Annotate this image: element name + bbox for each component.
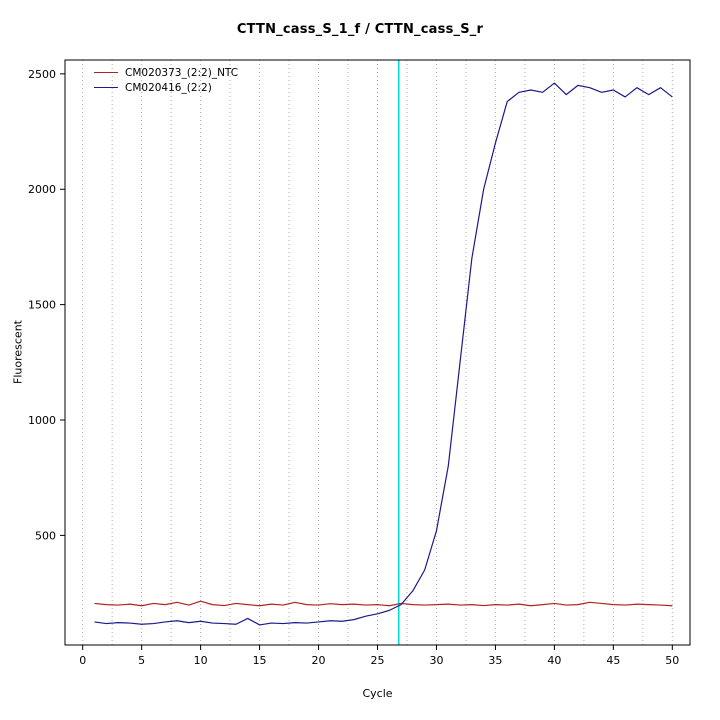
svg-text:2500: 2500 xyxy=(28,68,56,81)
svg-text:40: 40 xyxy=(547,654,561,667)
legend-item-ntc: CM020373_(2:2)_NTC xyxy=(94,66,238,79)
chart-title: CTTN_cass_S_1_f / CTTN_cass_S_r xyxy=(236,22,484,37)
svg-text:10: 10 xyxy=(194,654,208,667)
svg-text:50: 50 xyxy=(665,654,679,667)
svg-text:1000: 1000 xyxy=(28,414,56,427)
svg-text:500: 500 xyxy=(35,529,56,542)
svg-text:35: 35 xyxy=(488,654,502,667)
x-axis-label: Cycle xyxy=(362,687,393,700)
legend-line-red xyxy=(94,72,118,73)
svg-text:25: 25 xyxy=(371,654,385,667)
svg-text:2000: 2000 xyxy=(28,183,56,196)
svg-text:0: 0 xyxy=(79,654,86,667)
svg-text:45: 45 xyxy=(606,654,620,667)
svg-text:20: 20 xyxy=(312,654,326,667)
legend-item-sample: CM020416_(2:2) xyxy=(94,81,238,94)
chart-legend: CM020373_(2:2)_NTC CM020416_(2:2) xyxy=(94,66,238,94)
svg-text:15: 15 xyxy=(253,654,267,667)
legend-label-sample: CM020416_(2:2) xyxy=(125,81,212,94)
svg-text:1500: 1500 xyxy=(28,299,56,312)
legend-line-blue xyxy=(94,87,118,88)
svg-text:5: 5 xyxy=(138,654,145,667)
legend-label-ntc: CM020373_(2:2)_NTC xyxy=(125,66,239,79)
svg-text:30: 30 xyxy=(429,654,443,667)
